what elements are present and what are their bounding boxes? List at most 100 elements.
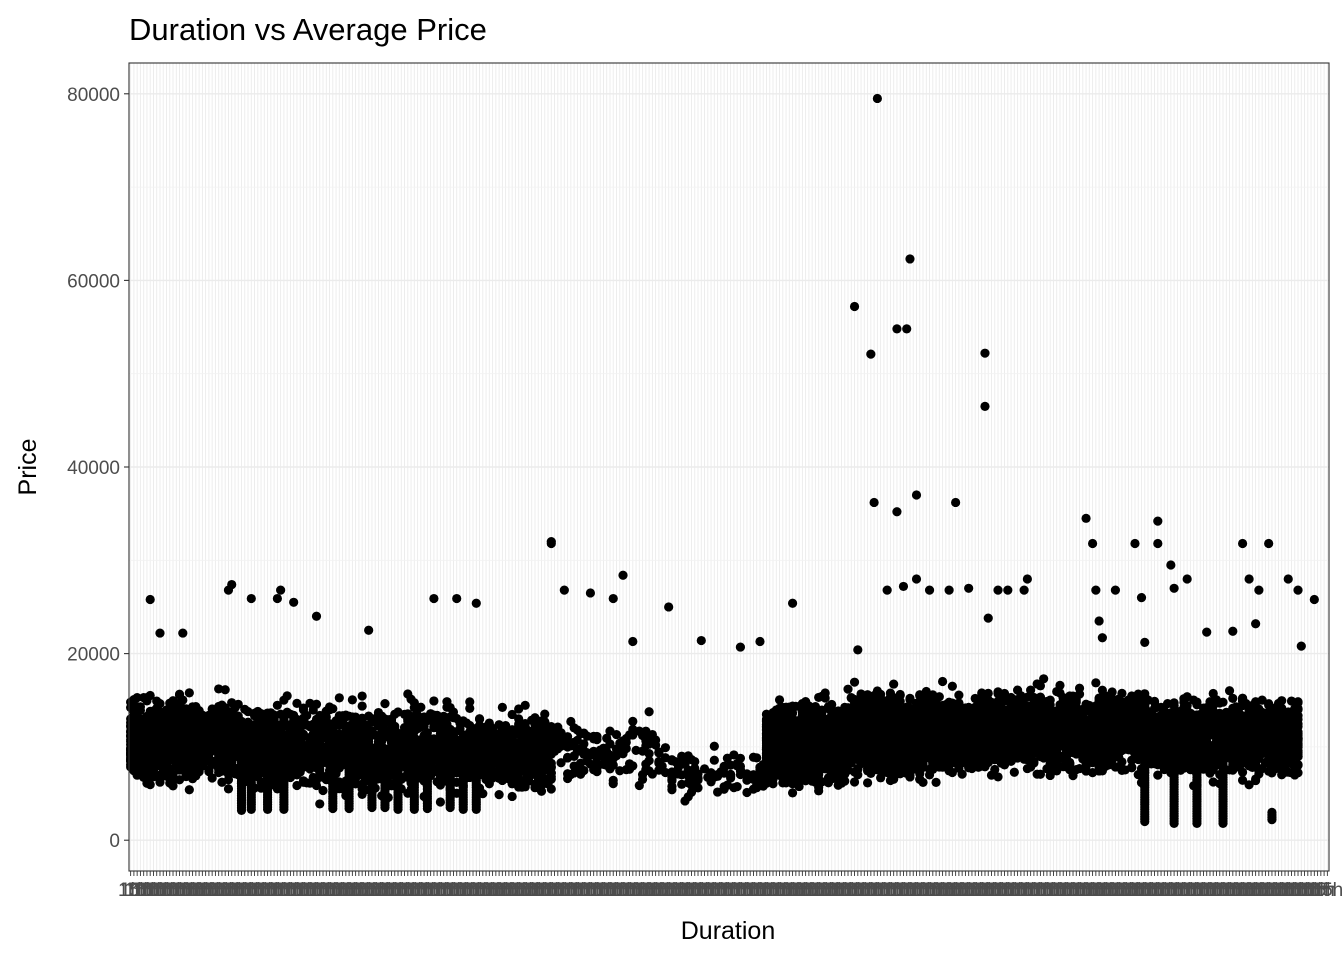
data-point xyxy=(227,698,237,708)
data-point xyxy=(576,729,586,739)
data-point xyxy=(647,734,657,744)
data-point xyxy=(272,700,282,710)
data-point xyxy=(380,747,390,757)
data-point xyxy=(315,799,325,809)
data-point xyxy=(761,735,772,746)
data-point xyxy=(530,769,540,780)
data-point xyxy=(249,711,260,721)
data-point xyxy=(569,751,579,761)
data-point xyxy=(142,778,152,788)
data-point xyxy=(611,751,622,761)
data-point xyxy=(726,760,736,770)
data-point xyxy=(954,690,964,700)
data-point xyxy=(181,769,191,779)
chart-title: Duration vs Average Price xyxy=(129,12,487,47)
data-point xyxy=(152,721,162,731)
data-point xyxy=(748,774,759,784)
data-point xyxy=(318,785,328,796)
data-point xyxy=(683,792,693,802)
data-point xyxy=(823,778,834,788)
data-point xyxy=(168,775,178,785)
data-point xyxy=(608,779,618,789)
data-point xyxy=(683,751,693,761)
data-point xyxy=(817,705,827,715)
data-point xyxy=(155,712,165,722)
data-point xyxy=(703,772,713,782)
data-point xyxy=(357,691,367,701)
data-point xyxy=(784,704,794,714)
data-point xyxy=(712,771,723,781)
data-point xyxy=(566,716,576,727)
data-point xyxy=(429,696,439,706)
data-point xyxy=(830,748,840,759)
data-point xyxy=(768,717,778,727)
data-point xyxy=(820,688,830,698)
data-point xyxy=(474,736,485,746)
data-point xyxy=(562,773,573,784)
data-point xyxy=(148,708,159,718)
data-point xyxy=(514,714,524,724)
data-point xyxy=(210,726,221,737)
data-point xyxy=(334,730,344,740)
data-point xyxy=(797,744,807,754)
data-point xyxy=(576,769,586,779)
data-point xyxy=(641,765,651,775)
data-point xyxy=(168,751,178,761)
data-point xyxy=(931,777,941,787)
data-point xyxy=(530,742,540,753)
data-point xyxy=(204,741,214,751)
data-point xyxy=(308,705,318,715)
data-point xyxy=(862,778,873,788)
data-point xyxy=(373,732,384,742)
data-point xyxy=(719,784,729,794)
data-point xyxy=(497,741,507,751)
data-point xyxy=(207,704,217,714)
data-point xyxy=(240,704,250,715)
data-point xyxy=(347,695,357,705)
data-point xyxy=(514,763,524,773)
data-point xyxy=(709,755,719,765)
data-point xyxy=(253,739,263,749)
data-point xyxy=(807,713,817,723)
data-point xyxy=(435,739,446,749)
data-point xyxy=(481,767,491,777)
data-point xyxy=(781,748,791,758)
data-point xyxy=(602,747,612,757)
data-point xyxy=(435,797,446,807)
data-point xyxy=(735,753,746,763)
data-point xyxy=(223,784,234,794)
data-point xyxy=(673,759,684,769)
data-point xyxy=(201,731,211,742)
data-point xyxy=(461,731,472,741)
data-point xyxy=(774,695,785,705)
data-point xyxy=(814,786,824,796)
data-point xyxy=(748,752,759,762)
data-point xyxy=(540,745,550,755)
data-point xyxy=(223,764,234,774)
data-point xyxy=(787,775,798,785)
data-point xyxy=(165,698,175,708)
data-point xyxy=(308,754,318,764)
data-point xyxy=(699,764,710,774)
data-point xyxy=(517,732,527,742)
data-point xyxy=(471,723,481,734)
data-point xyxy=(732,782,742,792)
data-point xyxy=(285,728,296,738)
data-point xyxy=(474,746,485,756)
data-point xyxy=(579,749,589,760)
data-point xyxy=(187,709,198,720)
data-point xyxy=(155,777,165,787)
data-point xyxy=(690,778,700,788)
data-point xyxy=(256,729,266,739)
data-point xyxy=(324,736,335,746)
data-point xyxy=(298,715,309,725)
data-point xyxy=(820,764,830,774)
data-point xyxy=(305,732,315,743)
data-point xyxy=(298,776,309,786)
data-point xyxy=(497,729,507,739)
data-point xyxy=(298,703,309,713)
data-point xyxy=(126,697,136,707)
data-point xyxy=(126,743,136,753)
data-point xyxy=(641,740,651,751)
data-point xyxy=(240,732,250,742)
